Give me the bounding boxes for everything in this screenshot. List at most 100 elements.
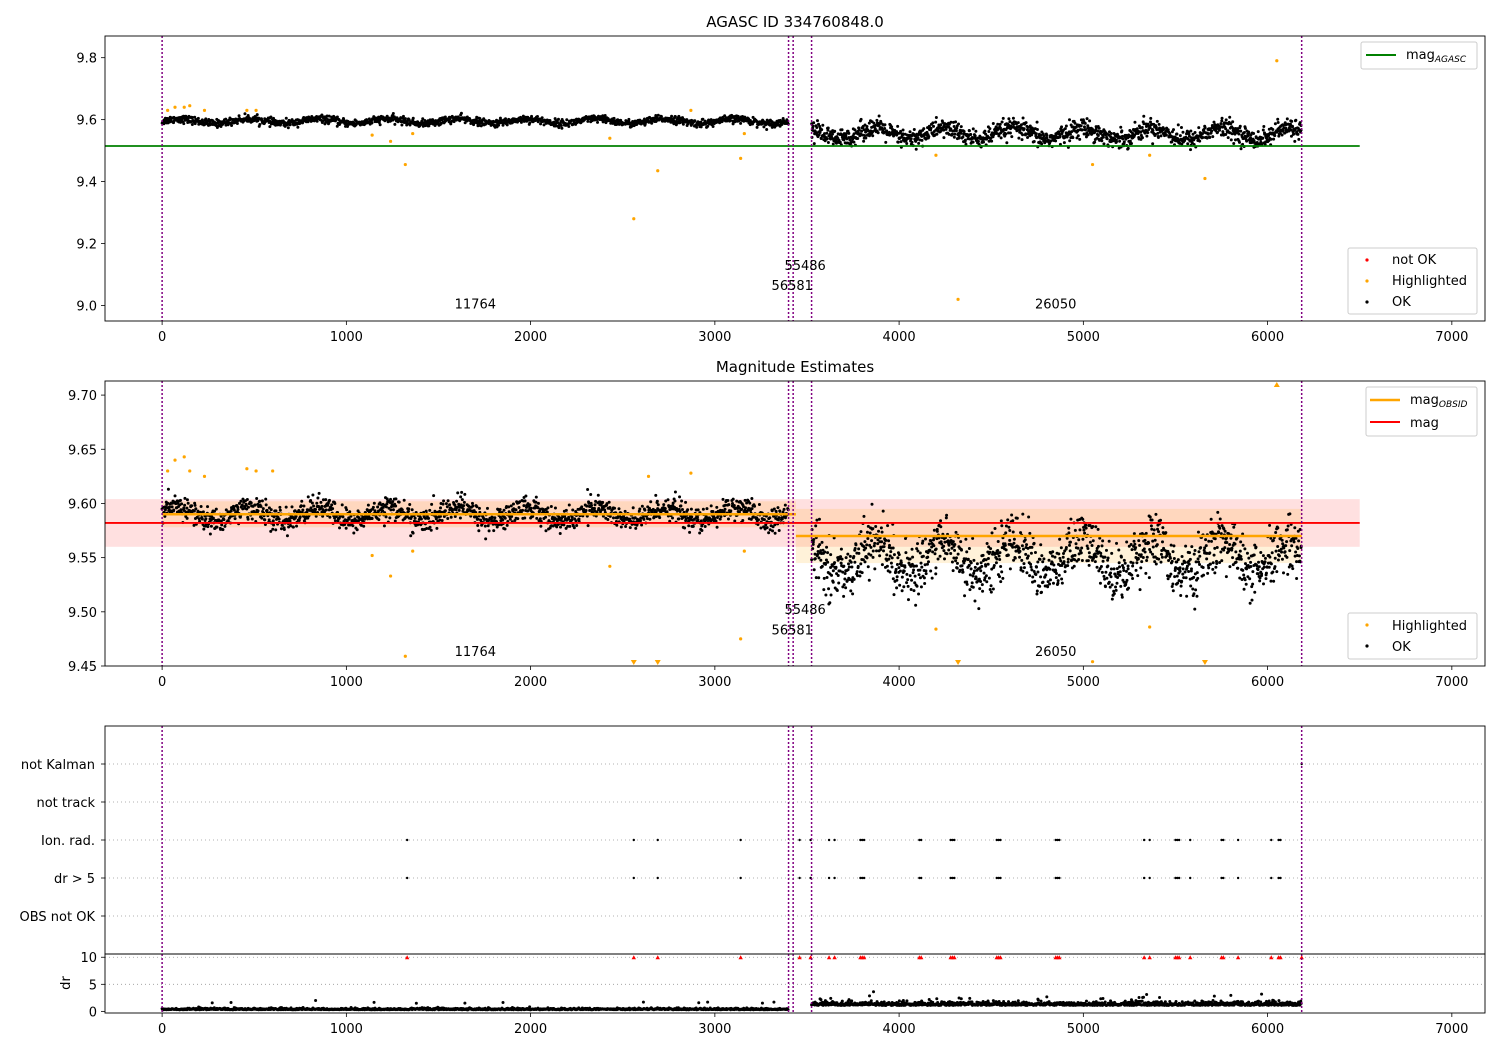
ok-point xyxy=(321,514,325,518)
ok-point xyxy=(327,498,331,502)
ok-point xyxy=(619,525,623,529)
ok-point xyxy=(1018,555,1022,559)
magnitude-estimates-panel: Magnitude Estimates 11764554865658126050… xyxy=(68,358,1486,690)
ok-point xyxy=(1261,136,1265,140)
ok-point xyxy=(838,140,842,144)
ok-point xyxy=(931,121,935,125)
ok-point xyxy=(971,127,975,131)
ok-point xyxy=(1237,140,1241,144)
ok-point xyxy=(372,501,376,505)
ok-point xyxy=(1001,116,1005,120)
ok-point xyxy=(914,147,918,151)
ok-point xyxy=(1020,138,1024,142)
ok-point xyxy=(715,505,719,509)
ok-point xyxy=(1201,136,1205,140)
ok-point xyxy=(1045,136,1049,140)
ok-point xyxy=(226,519,230,523)
legend-marker-not-ok xyxy=(1365,258,1369,262)
ok-point xyxy=(1145,134,1149,138)
ok-point xyxy=(587,501,591,505)
ok-point xyxy=(523,499,527,503)
ok-point xyxy=(429,528,433,532)
ok-point xyxy=(1236,129,1240,133)
ok-point xyxy=(278,508,282,512)
ok-point xyxy=(258,499,262,503)
ok-point xyxy=(1042,134,1046,138)
ok-point xyxy=(1290,124,1294,128)
ok-point xyxy=(389,508,393,512)
ok-point xyxy=(996,551,1000,555)
ok-point xyxy=(912,568,916,572)
ok-point xyxy=(865,543,869,547)
ok-point xyxy=(285,534,289,538)
ok-point xyxy=(507,505,511,509)
ok-point xyxy=(820,564,824,568)
ok-point xyxy=(1084,128,1088,132)
ok-point xyxy=(427,516,431,520)
ok-point xyxy=(721,497,725,501)
ok-point xyxy=(596,493,600,497)
ok-point xyxy=(594,499,598,503)
ok-point xyxy=(1079,124,1083,128)
ok-point xyxy=(605,502,609,506)
ok-point xyxy=(988,127,992,131)
ok-point xyxy=(424,509,428,513)
ok-point xyxy=(1131,131,1135,135)
ok-point xyxy=(645,517,649,521)
ok-point xyxy=(680,499,684,503)
ok-point xyxy=(965,580,969,584)
ok-point xyxy=(643,508,647,512)
ok-point xyxy=(1277,134,1281,138)
ok-point xyxy=(671,516,675,520)
ok-point xyxy=(911,555,915,559)
ok-point xyxy=(166,487,170,491)
ok-point xyxy=(324,498,328,502)
ok-point xyxy=(514,508,518,512)
ok-point xyxy=(895,578,899,582)
ok-point xyxy=(299,504,303,508)
ok-point xyxy=(994,561,998,565)
ok-point xyxy=(425,527,429,531)
ok-point xyxy=(867,578,871,582)
ok-point xyxy=(899,561,903,565)
ok-point xyxy=(288,524,292,528)
ok-point xyxy=(719,515,723,519)
ok-point xyxy=(384,515,388,519)
ok-point xyxy=(909,588,913,592)
ok-point xyxy=(172,508,176,512)
ok-point xyxy=(921,554,925,558)
ok-point xyxy=(847,131,851,135)
ok-point xyxy=(1030,568,1034,572)
ok-point xyxy=(1224,127,1228,131)
ok-point xyxy=(1021,116,1025,120)
ok-point xyxy=(972,569,976,573)
ok-point xyxy=(1012,122,1016,126)
ok-point xyxy=(258,122,262,126)
ok-point xyxy=(654,493,658,497)
ok-point xyxy=(1170,140,1174,144)
ok-point xyxy=(516,517,520,521)
ok-point xyxy=(309,499,313,503)
ok-point xyxy=(384,505,388,509)
ok-point xyxy=(1153,132,1157,136)
ok-point xyxy=(938,554,942,558)
ok-point xyxy=(1296,132,1300,136)
ok-point xyxy=(331,507,335,511)
ok-point xyxy=(286,126,290,130)
ok-point xyxy=(1045,134,1049,138)
ok-point xyxy=(826,126,830,130)
ok-point xyxy=(934,120,938,124)
ok-point xyxy=(864,546,868,550)
highlighted-point xyxy=(1148,153,1152,157)
ok-point xyxy=(182,506,186,510)
ok-point xyxy=(945,552,949,556)
ok-point xyxy=(394,504,398,508)
ok-point xyxy=(670,114,674,118)
ok-point xyxy=(315,119,319,123)
ok-point xyxy=(756,518,760,522)
ok-point xyxy=(848,138,852,142)
ok-point xyxy=(411,116,415,120)
ok-point xyxy=(852,140,856,144)
ok-point xyxy=(680,508,684,512)
ok-point xyxy=(940,542,944,546)
